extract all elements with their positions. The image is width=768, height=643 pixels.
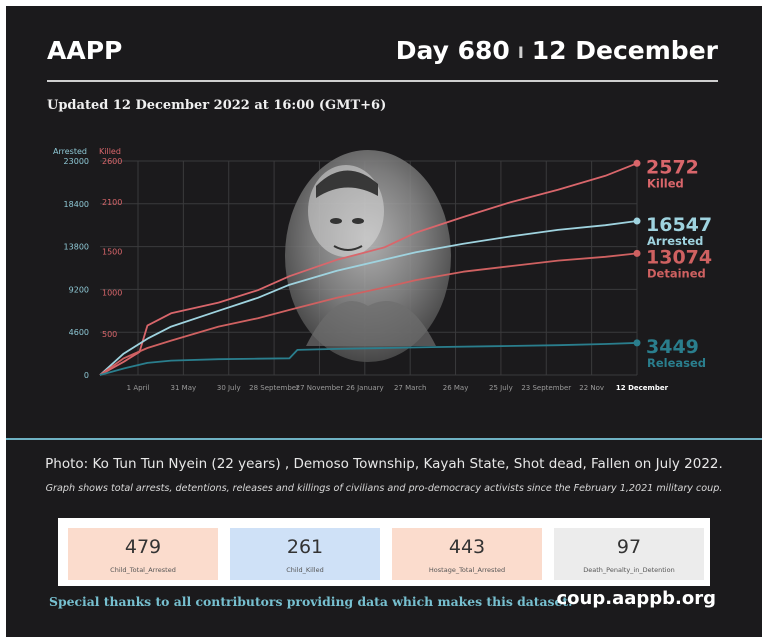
chart-axes: Arrested Killed 1 April 31 May 30 July 28 S… <box>53 147 669 392</box>
kpi-panel: 479 Child_Total_Arrested 261 Child_Kille… <box>58 518 710 586</box>
kpi-label: Child_Total_Arrested <box>110 566 176 574</box>
chart-series <box>99 159 641 376</box>
x-tick-label: 26 January <box>346 384 384 392</box>
x-tick-label: 12 December <box>616 384 669 392</box>
left-axis-tick: 4600 <box>69 328 89 337</box>
series-name-detained: Detained <box>647 266 706 280</box>
series-line-released <box>99 342 638 376</box>
series-end-marker-detained <box>633 249 641 257</box>
kpi-value: 97 <box>616 536 642 558</box>
kpi-value: 479 <box>124 536 162 558</box>
x-tick-label: 23 September <box>521 384 571 392</box>
line-chart: Arrested Killed 1 April 31 May 30 July 28 S… <box>53 147 712 392</box>
series-value-detained: 13074 <box>646 246 712 268</box>
kpi-value: 261 <box>286 536 324 558</box>
kpi-hostage-total-arrested: 443 Hostage_Total_Arrested <box>392 528 542 580</box>
left-axis-tick: 13800 <box>64 243 89 252</box>
updated-timestamp: Updated 12 December 2022 at 16:00 (GMT+6… <box>47 98 387 113</box>
right-axis-tick: 1000 <box>102 289 122 298</box>
right-axis-tick: 500 <box>102 330 117 339</box>
right-axis-tick: 2600 <box>102 157 122 166</box>
left-axis-tick: 23000 <box>64 157 89 166</box>
series-value-arrested: 16547 <box>646 214 712 236</box>
left-axis-title: Arrested <box>53 147 87 156</box>
series-name-killed: Killed <box>647 176 684 190</box>
photo-caption: Photo: Ko Tun Tun Nyein (22 years) , Dem… <box>45 456 723 472</box>
kpi-death-penalty: 97 Death_Penalty_in_Detention <box>554 528 704 580</box>
x-tick-label: 25 July <box>489 384 513 392</box>
left-axis-tick: 18400 <box>64 200 89 209</box>
x-tick-label: 31 May <box>171 384 197 392</box>
day-date-header: Day 680 I 12 December <box>396 36 718 65</box>
series-line-arrested <box>99 220 638 376</box>
right-axis-tick: 1500 <box>102 248 122 257</box>
right-axis-title: Killed <box>99 147 121 156</box>
series-end-marker-released <box>633 339 641 347</box>
series-line-killed <box>99 162 638 376</box>
kpi-value: 443 <box>448 536 486 558</box>
x-tick-label: 26 May <box>443 384 469 392</box>
kpi-label: Child_Killed <box>286 566 324 574</box>
x-tick-label: 1 April <box>127 384 150 392</box>
kpi-child-total-arrested: 479 Child_Total_Arrested <box>68 528 218 580</box>
left-axis-tick: 0 <box>84 371 89 380</box>
x-tick-label: 27 November <box>296 384 344 392</box>
x-tick-label: 22 Nov <box>579 384 604 392</box>
series-end-marker-killed <box>633 159 641 167</box>
series-line-detained <box>99 252 638 376</box>
day-label: Day 680 <box>395 36 510 65</box>
kpi-label: Death_Penalty_in_Detention <box>583 566 675 574</box>
x-tick-label: 30 July <box>217 384 241 392</box>
right-axis-tick: 2100 <box>102 198 122 207</box>
section-divider <box>6 438 762 440</box>
kpi-child-killed: 261 Child_Killed <box>230 528 380 580</box>
left-axis-tick: 9200 <box>69 285 89 294</box>
series-end-marker-arrested <box>633 217 641 225</box>
series-name-arrested: Arrested <box>647 234 703 248</box>
portrait-photo <box>285 150 451 362</box>
series-name-released: Released <box>647 356 706 370</box>
date-label: 12 December <box>531 36 718 65</box>
thanks-note: Special thanks to all contributors provi… <box>49 594 573 609</box>
x-tick-label: 27 March <box>394 384 426 392</box>
org-title: AAPP <box>47 36 123 65</box>
kpi-label: Hostage_Total_Arrested <box>428 566 506 574</box>
header-separator: I <box>517 42 524 62</box>
series-value-killed: 2572 <box>646 156 699 178</box>
header-rule <box>47 80 718 82</box>
infographic-frame: AAPP Day 680 I 12 December Updated 12 Dece… <box>6 6 762 637</box>
x-tick-label: 28 September <box>249 384 299 392</box>
series-value-released: 3449 <box>646 336 699 358</box>
site-link[interactable]: coup.aappb.org <box>556 588 717 609</box>
graph-note: Graph shows total arrests, detentions, r… <box>45 483 723 494</box>
